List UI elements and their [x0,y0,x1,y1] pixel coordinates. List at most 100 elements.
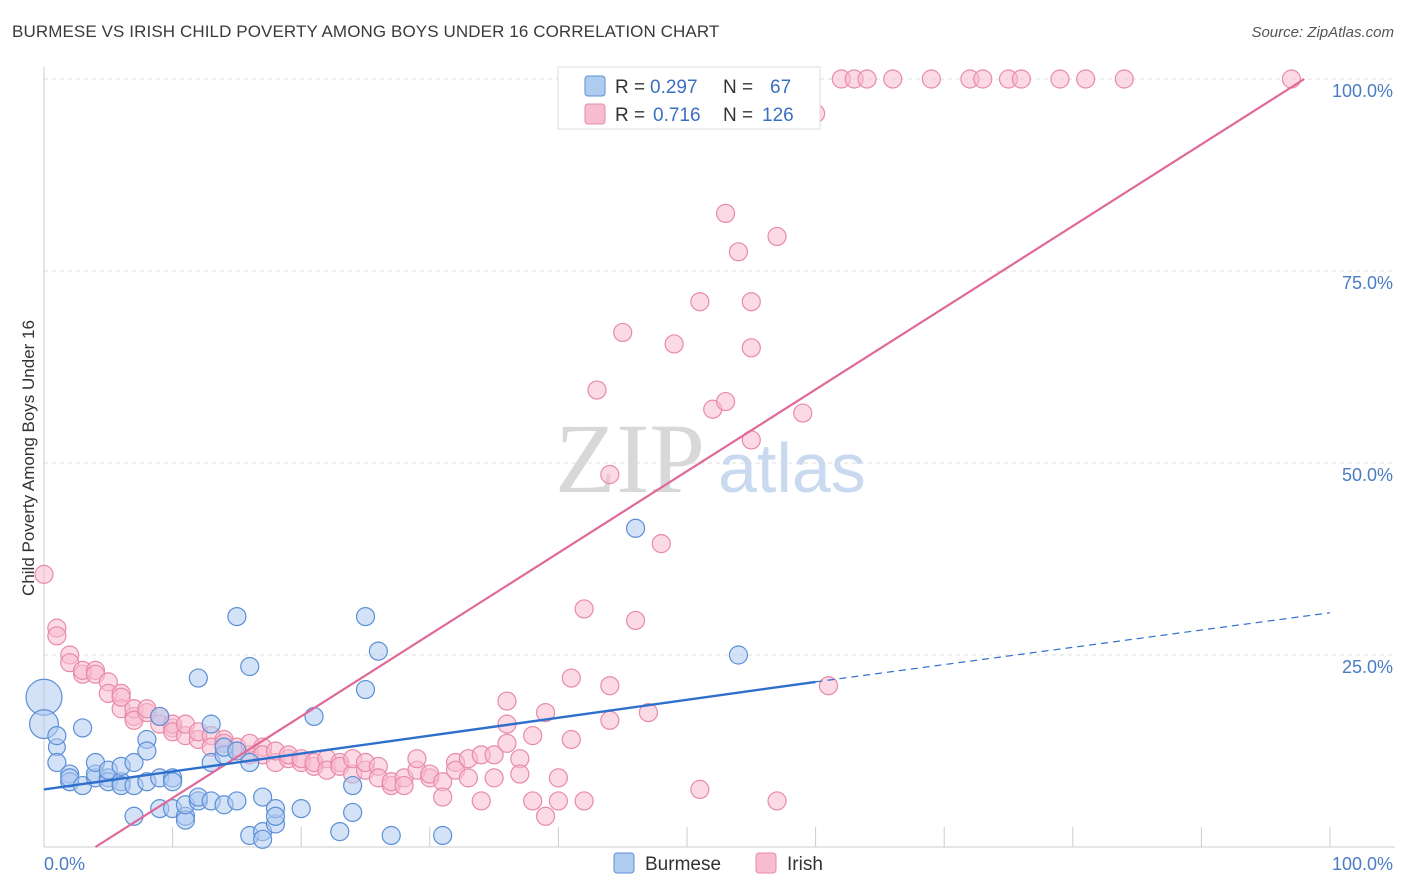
irish-point-61 [407,749,427,769]
legend-swatch-burmese [584,75,606,97]
irish-point-109 [767,791,787,811]
y-tick-label-0: 25.0% [1342,657,1393,677]
irish-point-116 [921,69,941,89]
irish-point-120 [1011,69,1031,89]
irish-point-91 [600,710,620,730]
irish-point-81 [535,702,556,723]
irish-point-86 [561,668,581,688]
watermark: ZIP atlas [555,403,866,514]
burmese-point-26 [150,706,170,727]
burmese-point-50 [253,787,273,807]
irish-point-92 [600,676,620,696]
legend-box: R = 0.297 N = 67 R = 0.716 N = 126 [557,66,821,130]
burmese-points [25,518,749,849]
irish-point-105 [741,338,761,358]
burmese-point-36 [188,668,208,688]
chart-source: Source: ZipAtlas.com [1251,24,1394,41]
burmese-point-29 [163,772,183,792]
burmese-point-9 [72,718,93,738]
burmese-point-37 [201,714,221,734]
legend-r-value-burmese: 0.297 [650,77,698,98]
irish-point-72 [484,768,504,788]
irish-point-118 [973,69,993,89]
watermark-zip: ZIP [555,403,705,514]
burmese-trend-line [43,680,816,791]
burmese-point-62 [368,641,388,661]
irish-point-13 [111,687,131,707]
irish-point-102 [715,203,736,223]
burmese-point-44 [227,606,247,627]
irish-point-82 [535,806,556,826]
x-tick-label-1: 100.0% [1332,854,1393,874]
irish-point-90 [600,464,620,485]
burmese-trend-extension [815,612,1331,683]
irish-point-110 [793,403,813,423]
irish-point-80 [523,726,543,746]
irish-point-96 [651,534,671,554]
irish-point-65 [433,787,453,807]
burmese-point-58 [343,775,363,796]
irish-point-93 [613,322,633,343]
irish-trend-line [94,78,1305,848]
irish-point-124 [1281,69,1302,89]
irish-point-115 [883,69,903,89]
irish-point-111 [818,676,839,696]
legend-n-label-burmese: N = [723,77,753,98]
irish-point-123 [1114,69,1134,89]
irish-point-104 [728,242,749,262]
irish-points [34,69,1302,826]
irish-point-106 [741,292,761,312]
burmese-point-19 [124,752,144,773]
irish-point-78 [510,764,530,784]
irish-point-121 [1050,69,1070,89]
burmese-point-43 [227,791,247,811]
irish-point-85 [561,729,581,750]
bottom-legend: Burmese Irish [613,852,823,875]
legend-r-label-irish: R = [615,105,645,126]
burmese-point-3 [47,726,67,746]
irish-point-95 [638,702,659,723]
y-axis-label: Child Poverty Among Boys Under 16 [19,320,38,596]
y-tick-label-2: 75.0% [1342,273,1393,293]
irish-point-88 [574,599,594,619]
burmese-point-51 [253,829,273,849]
y-tick-label-1: 50.0% [1342,465,1393,485]
irish-point-100 [690,779,710,800]
irish-point-94 [625,610,646,631]
burmese-point-59 [343,802,363,823]
burmese-point-63 [381,825,401,846]
burmese-point-60 [355,679,376,700]
burmese-point-66 [728,645,749,665]
bottom-legend-swatch-burmese [613,852,635,874]
legend-n-label-irish: N = [723,105,753,126]
legend-r-label-burmese: R = [615,77,645,98]
irish-point-0 [34,564,54,584]
irish-point-103 [715,391,736,412]
watermark-atlas: atlas [718,429,866,507]
irish-point-74 [497,733,517,753]
burmese-point-56 [304,706,324,727]
burmese-point-61 [355,606,376,627]
legend-r-value-irish: 0.716 [653,105,701,126]
irish-point-68 [458,768,478,788]
irish-point-114 [857,69,877,89]
legend-n-value-burmese: 67 [770,77,791,98]
irish-point-87 [574,791,594,811]
irish-point-2 [47,626,67,646]
x-tick-label-0: 0.0% [44,854,85,874]
y-tick-label-3: 100.0% [1332,81,1393,101]
burmese-point-65 [625,518,646,538]
irish-point-83 [548,791,569,811]
irish-point-73 [484,745,504,765]
bottom-legend-swatch-irish [755,852,777,874]
trend-lines [43,78,1331,848]
irish-point-122 [1076,69,1096,89]
burmese-point-23 [137,741,157,761]
bottom-legend-burmese: Burmese [645,854,721,875]
irish-point-71 [471,791,491,811]
legend-swatch-irish [584,103,606,125]
chart-title: BURMESE VS IRISH CHILD POVERTY AMONG BOY… [12,22,720,41]
irish-point-99 [690,292,710,312]
bottom-legend-irish: Irish [787,854,823,875]
